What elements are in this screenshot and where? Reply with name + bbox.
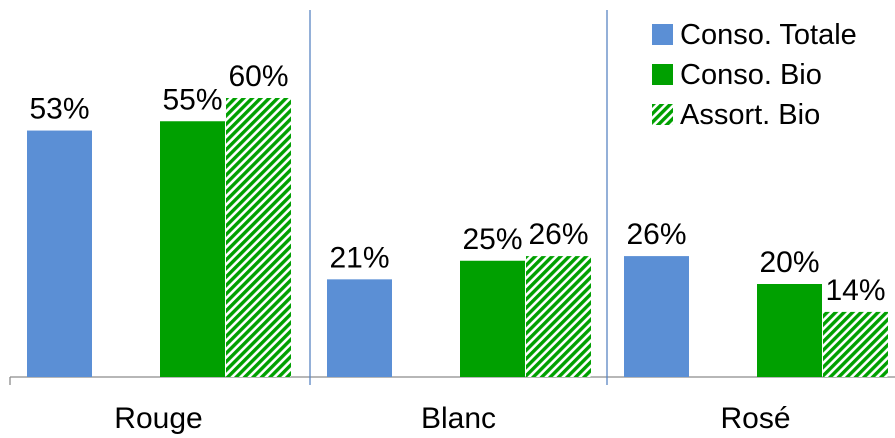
bar: [757, 284, 822, 377]
legend-label: Conso. Totale: [680, 19, 857, 51]
legend-label: Assort. Bio: [680, 99, 820, 131]
legend-swatch: [652, 104, 673, 125]
data-label: 21%: [329, 241, 389, 274]
bar: [823, 311, 888, 377]
data-label: 25%: [462, 223, 522, 256]
data-label: 26%: [626, 218, 686, 251]
legend-label: Conso. Bio: [680, 59, 822, 91]
x-tick-label: Rouge: [114, 402, 202, 435]
bar: [27, 130, 92, 377]
labels-layer: 53% 55%60%21%25% 26% 26%20%14%: [29, 60, 885, 307]
x-tick-label: Rosé: [720, 402, 790, 435]
bar: [226, 98, 291, 377]
x-tick-label: Blanc: [421, 402, 496, 435]
legend-swatch: [652, 24, 673, 45]
axis-layer: Rouge Blanc Rosé: [9, 10, 895, 435]
bar: [624, 256, 689, 377]
data-label: 53%: [29, 93, 89, 126]
bar: [160, 121, 225, 377]
bar: [460, 260, 525, 377]
data-label: 14%: [825, 274, 885, 307]
legend-swatch: [652, 64, 673, 85]
bar: [526, 256, 591, 377]
data-label: 55%: [162, 83, 222, 116]
data-label: 26%: [528, 218, 588, 251]
bar: [327, 279, 392, 377]
bars-layer: [27, 98, 888, 377]
data-label: 60%: [228, 60, 288, 93]
data-label: 20%: [759, 246, 819, 279]
legend: Conso. Totale Conso. Bio Assort. Bio: [652, 19, 857, 131]
